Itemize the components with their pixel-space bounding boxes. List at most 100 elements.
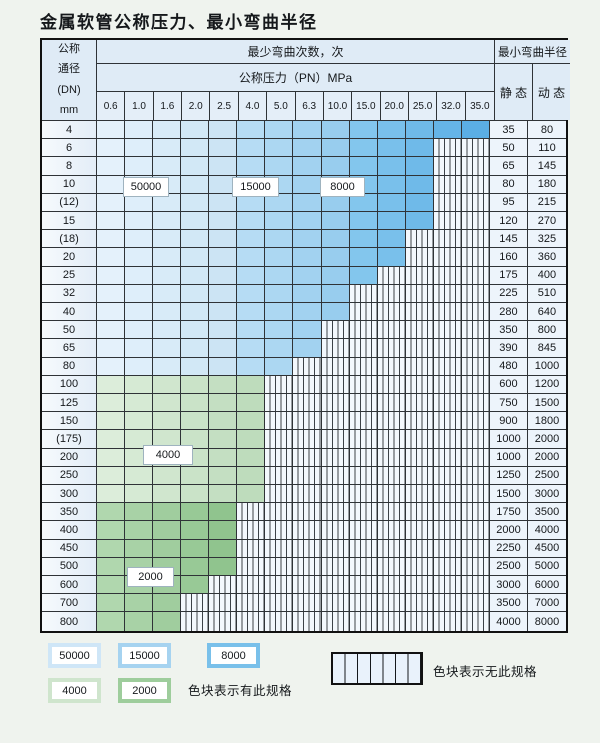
spec-cell-50000 bbox=[97, 266, 126, 284]
static-value-cell: 50 bbox=[489, 139, 528, 157]
spec-cell-8000 bbox=[349, 266, 378, 284]
dn-cell: 125 bbox=[42, 394, 97, 412]
pressure-value-cell: 1.6 bbox=[153, 92, 183, 120]
no-spec-cell bbox=[377, 321, 406, 339]
no-spec-cell bbox=[377, 284, 406, 303]
no-spec-cell bbox=[349, 612, 378, 631]
no-spec-cell bbox=[293, 412, 322, 430]
table-row: 20 160 360 bbox=[42, 248, 566, 267]
spec-cell-8000 bbox=[377, 121, 406, 139]
spec-cell-8000 bbox=[405, 212, 434, 230]
static-value-cell: 350 bbox=[489, 321, 528, 339]
radius-header: 最小弯曲半径 bbox=[494, 40, 570, 64]
legend-swatch-value: 15000 bbox=[122, 647, 167, 664]
spec-cell-50000 bbox=[153, 266, 182, 284]
spec-cell-15000 bbox=[293, 248, 322, 266]
spec-cell-50000 bbox=[209, 321, 238, 339]
pressure-value-cell: 1.0 bbox=[125, 92, 154, 120]
dn-header-line: 公称 bbox=[58, 43, 80, 55]
spec-cell-50000 bbox=[209, 357, 238, 375]
no-spec-cell bbox=[433, 193, 462, 212]
dn-cell: 20 bbox=[42, 248, 97, 266]
spec-cell-15000 bbox=[237, 303, 266, 321]
table-row: 4 35 80 bbox=[42, 121, 566, 140]
spec-cell-4000 bbox=[97, 466, 126, 485]
no-spec-cell bbox=[433, 394, 462, 412]
dynamic-value-cell: 1800 bbox=[527, 412, 566, 430]
dn-cell: 40 bbox=[42, 303, 97, 321]
no-spec-cell bbox=[405, 612, 434, 631]
dynamic-column-header: 动 态 bbox=[532, 64, 570, 120]
pressure-value-cell: 2.5 bbox=[210, 92, 239, 120]
spec-cell-4000 bbox=[153, 485, 182, 503]
spec-cell-4000 bbox=[181, 466, 210, 485]
no-spec-cell bbox=[405, 539, 434, 557]
spec-cell-15000 bbox=[265, 303, 294, 321]
no-spec-cell bbox=[237, 576, 266, 594]
spec-cell-15000 bbox=[237, 266, 266, 284]
spec-cell-8000 bbox=[405, 121, 434, 139]
spec-cell-8000 bbox=[433, 121, 462, 139]
table-row: 125 750 1500 bbox=[42, 394, 566, 413]
dn-cell: 65 bbox=[42, 339, 97, 357]
static-value-cell: 900 bbox=[489, 412, 528, 430]
spec-cell-8000 bbox=[377, 248, 406, 266]
dn-cell: 10 bbox=[42, 175, 97, 193]
no-spec-cell bbox=[321, 412, 350, 430]
spec-cell-50000 bbox=[181, 339, 210, 357]
spec-cell-2000 bbox=[97, 576, 126, 594]
spec-cell-4000 bbox=[125, 430, 154, 448]
no-spec-cell bbox=[405, 485, 434, 503]
no-spec-cell bbox=[237, 557, 266, 576]
cycle-count-label: 8000 bbox=[320, 177, 365, 197]
spec-cell-2000 bbox=[209, 503, 238, 521]
spec-cell-4000 bbox=[125, 412, 154, 430]
no-spec-cell bbox=[433, 157, 462, 175]
no-spec-cell bbox=[461, 193, 490, 212]
static-value-cell: 3000 bbox=[489, 576, 528, 594]
spec-cell-15000 bbox=[237, 139, 266, 157]
dynamic-value-cell: 7000 bbox=[527, 594, 566, 612]
dynamic-value-cell: 325 bbox=[527, 230, 566, 248]
spec-cell-50000 bbox=[153, 303, 182, 321]
no-spec-cell bbox=[377, 485, 406, 503]
spec-cell-50000 bbox=[209, 339, 238, 357]
spec-cell-8000 bbox=[349, 212, 378, 230]
table-row: 65 390 845 bbox=[42, 339, 566, 358]
spec-cell-8000 bbox=[377, 157, 406, 175]
spec-cell-15000 bbox=[321, 266, 350, 284]
no-spec-cell bbox=[265, 503, 294, 521]
spec-cell-2000 bbox=[153, 539, 182, 557]
pressure-value-cell: 20.0 bbox=[380, 92, 409, 120]
table-row: 32 225 510 bbox=[42, 284, 566, 304]
spec-cell-8000 bbox=[405, 175, 434, 193]
table-body: 4 35 80 6 50 110 8 65 145 10 80 180 (12) 95 215 15 120 27… bbox=[42, 120, 566, 631]
dynamic-value-cell: 3000 bbox=[527, 485, 566, 503]
no-spec-cell bbox=[405, 594, 434, 612]
no-spec-cell bbox=[433, 248, 462, 266]
spec-cell-4000 bbox=[181, 430, 210, 448]
no-spec-cell bbox=[405, 339, 434, 357]
spec-cell-4000 bbox=[97, 412, 126, 430]
spec-cell-2000 bbox=[97, 557, 126, 576]
dynamic-value-cell: 5000 bbox=[527, 557, 566, 576]
spec-cell-50000 bbox=[181, 284, 210, 303]
pressure-value-cell: 35.0 bbox=[465, 92, 494, 120]
no-spec-cell bbox=[181, 612, 210, 631]
spec-cell-50000 bbox=[125, 121, 154, 139]
cycle-count-label: 2000 bbox=[127, 567, 174, 587]
no-spec-cell bbox=[461, 339, 490, 357]
no-spec-cell bbox=[293, 430, 322, 448]
spec-cell-50000 bbox=[125, 139, 154, 157]
table-row: 100 600 1200 bbox=[42, 375, 566, 395]
spec-cell-4000 bbox=[209, 412, 238, 430]
dn-cell: 450 bbox=[42, 539, 97, 557]
no-spec-cell bbox=[349, 521, 378, 539]
dn-header-line: 通径 bbox=[58, 63, 80, 76]
no-spec-cell bbox=[405, 230, 434, 248]
dn-cell: (18) bbox=[42, 230, 97, 248]
no-spec-cell bbox=[461, 448, 490, 466]
spec-cell-50000 bbox=[97, 121, 126, 139]
dynamic-value-cell: 800 bbox=[527, 321, 566, 339]
no-spec-cell bbox=[405, 284, 434, 303]
